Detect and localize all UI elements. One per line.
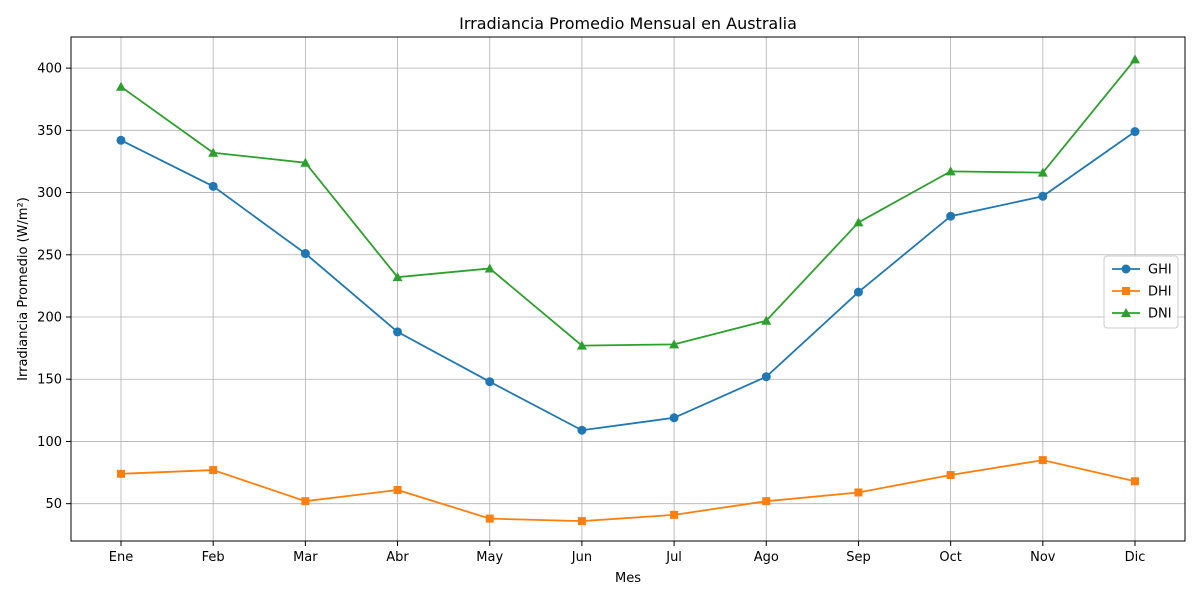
x-tick-label: Ene bbox=[109, 550, 133, 565]
series-layer bbox=[116, 54, 1140, 526]
data-point-ghi bbox=[116, 135, 126, 145]
data-point-ghi bbox=[577, 425, 587, 435]
legend-item-ghi: GHI bbox=[1112, 263, 1172, 278]
data-point-dni bbox=[392, 272, 403, 282]
data-point-ghi bbox=[669, 413, 679, 423]
legend-box bbox=[1103, 255, 1179, 329]
x-tick-label: Dic bbox=[1125, 550, 1146, 565]
legend: GHI DHI DNI bbox=[1103, 255, 1179, 329]
legend-label: DNI bbox=[1148, 307, 1172, 322]
x-axis-ticks: Ene Feb Mar Abr May Jun Jul Ago Sep Oct Nov Dic bbox=[109, 541, 1146, 565]
y-tick-label: 400 bbox=[37, 62, 62, 77]
series-dhi bbox=[117, 456, 1139, 526]
y-tick-label: 150 bbox=[37, 373, 62, 388]
x-tick-label: Abr bbox=[386, 550, 409, 565]
legend-label: DHI bbox=[1148, 285, 1172, 300]
data-point-dhi bbox=[577, 517, 586, 526]
series-line-ghi bbox=[120, 130, 1136, 432]
legend-item-dhi: DHI bbox=[1112, 285, 1172, 300]
data-point-ghi bbox=[761, 372, 771, 382]
data-point-ghi bbox=[946, 211, 956, 221]
x-axis-title: Mes bbox=[615, 571, 641, 586]
data-point-dni bbox=[853, 217, 864, 227]
data-point-ghi bbox=[1130, 127, 1140, 137]
x-tick-label: Jun bbox=[571, 550, 592, 565]
chart-title: Irradiancia Promedio Mensual en Australi… bbox=[459, 14, 797, 33]
x-tick-label: Sep bbox=[846, 550, 871, 565]
x-tick-label: Oct bbox=[939, 550, 961, 565]
series-ghi bbox=[116, 127, 1140, 435]
data-point-dhi bbox=[301, 497, 310, 506]
legend-marker bbox=[1122, 287, 1130, 295]
data-point-ghi bbox=[300, 249, 310, 259]
y-tick-label: 300 bbox=[37, 186, 62, 201]
series-line-dhi bbox=[120, 459, 1136, 522]
x-tick-label: Jul bbox=[665, 550, 682, 565]
y-tick-label: 100 bbox=[37, 435, 62, 450]
data-point-dni bbox=[300, 157, 311, 167]
data-point-dni bbox=[761, 315, 772, 325]
data-point-ghi bbox=[853, 287, 863, 297]
y-tick-label: 50 bbox=[45, 497, 62, 512]
grid bbox=[71, 37, 1185, 541]
y-tick-label: 200 bbox=[37, 311, 62, 326]
series-line-dni bbox=[120, 58, 1136, 347]
data-point-dni bbox=[1037, 167, 1048, 177]
series-dni bbox=[116, 54, 1140, 350]
x-tick-label: Nov bbox=[1030, 550, 1056, 565]
data-point-ghi bbox=[485, 377, 495, 387]
x-tick-label: Mar bbox=[293, 550, 318, 565]
y-axis-title: Irradiancia Promedio (W/m²) bbox=[16, 197, 31, 381]
data-point-dni bbox=[576, 340, 587, 350]
x-tick-label: Ago bbox=[754, 550, 779, 565]
legend-marker bbox=[1121, 308, 1131, 317]
legend-label: GHI bbox=[1148, 263, 1172, 278]
y-tick-label: 250 bbox=[37, 248, 62, 263]
plot-frame bbox=[70, 36, 1186, 542]
data-point-dni bbox=[945, 166, 956, 176]
data-point-dni bbox=[484, 263, 495, 273]
data-point-ghi bbox=[393, 327, 403, 337]
data-point-dni bbox=[208, 147, 219, 157]
data-point-dhi bbox=[670, 510, 679, 519]
data-point-ghi bbox=[1038, 191, 1048, 201]
y-axis-ticks: 50 100 150 200 250 300 350 400 bbox=[37, 62, 71, 512]
data-point-dhi bbox=[393, 485, 402, 494]
data-point-dni bbox=[116, 81, 126, 91]
legend-marker bbox=[1121, 264, 1131, 274]
data-point-dhi bbox=[1038, 456, 1047, 465]
data-point-ghi bbox=[208, 181, 218, 191]
legend-item-dni: DNI bbox=[1112, 307, 1172, 322]
data-point-dhi bbox=[1131, 477, 1139, 486]
y-tick-label: 350 bbox=[37, 124, 62, 139]
data-point-dhi bbox=[946, 471, 955, 480]
data-point-dhi bbox=[762, 497, 771, 506]
data-point-dni bbox=[1130, 54, 1140, 64]
data-point-dhi bbox=[485, 514, 494, 523]
data-point-dni bbox=[669, 339, 680, 349]
data-point-dhi bbox=[854, 488, 863, 497]
data-point-dhi bbox=[117, 469, 125, 478]
x-tick-label: Feb bbox=[202, 550, 225, 565]
x-tick-label: May bbox=[476, 550, 503, 565]
data-point-dhi bbox=[209, 466, 218, 475]
